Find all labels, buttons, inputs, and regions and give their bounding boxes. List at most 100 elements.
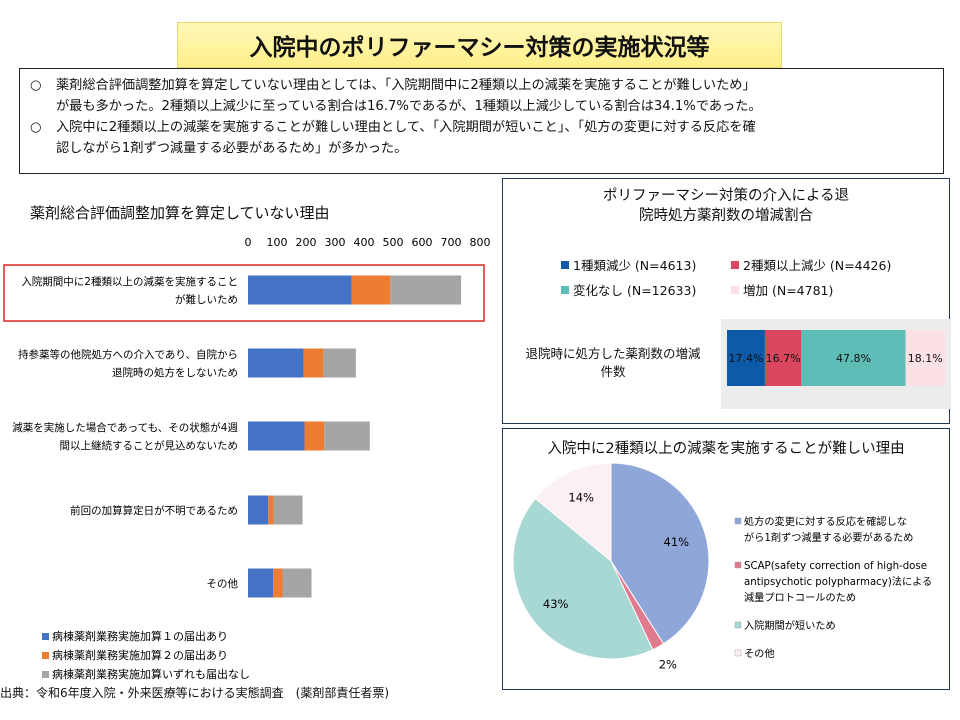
legend-label: 増加 (N=4781) [743, 283, 834, 298]
x-tick-label: 0 [245, 236, 252, 249]
x-tick-label: 200 [296, 236, 317, 249]
summary-line-3: 入院中に2種類以上の減薬を実施することが難しい理由として、「入院期間が短いこと」… [56, 120, 756, 135]
pie-slice [534, 462, 612, 563]
pie-data-label: 43% [543, 597, 569, 611]
bar-chart: 0 100 200 300 400 500 600 700 800 入院期間中に2種類以上の減薬を… [3, 236, 491, 681]
legend-swatch [42, 633, 49, 640]
bar-segment [304, 421, 325, 451]
x-tick-label: 700 [441, 236, 462, 249]
legend-swatch [42, 671, 49, 678]
category-label: 持参薬等の他院処方への介入であり、自院から [18, 348, 238, 361]
legend-label: 減量プロトコールのため [744, 591, 856, 604]
page-title-text: 入院中のポリファーマシー対策の実施状況等 [249, 35, 710, 61]
x-tick-label: 600 [412, 236, 433, 249]
legend-label: 処方の変更に対する反応を確認しな [744, 515, 907, 528]
bar-segment [351, 275, 391, 305]
polypharmacy-legend-item: 2種類以上減少 (N=4426) [731, 255, 891, 274]
pie-panel: 入院中に2種類以上の減薬を実施することが難しい理由 41% 2% 43% 14% 処方の… [502, 428, 950, 690]
legend-swatch [731, 260, 739, 269]
category-label: その他 [207, 577, 239, 590]
bar-segment [273, 568, 283, 598]
pie-data-label: 41% [664, 535, 690, 549]
pie-slice [610, 462, 710, 645]
polypharmacy-segment [727, 330, 765, 386]
polypharmacy-segment [905, 330, 945, 386]
legend-label: SCAP(safety correction of high-dose [744, 561, 927, 572]
bar-segment [248, 421, 305, 451]
bar-chart-title: 薬剤総合評価調整加算を算定していない理由 [30, 204, 330, 222]
legend-swatch [731, 285, 739, 294]
legend-label: antipsychotic polypharmacy)法による [744, 575, 932, 588]
corner-mask [902, 650, 948, 688]
summary-box: ○ 薬剤総合評価調整加算を算定していない理由としては、「入院期間中に2種類以上の減… [19, 68, 944, 174]
pie-chart: 41% 2% 43% 14% 処方の変更に対する反応を確認しながら1剤ずつ減量する必要が… [512, 462, 932, 671]
source-note: 出典：令和6年度入院・外来医療等における実態調査 (薬剤部責任者票) [0, 686, 390, 700]
polypharmacy-legend-item: 増加 (N=4781) [731, 280, 833, 299]
category-label: 間以上継続することが見込めないため [60, 439, 239, 452]
polypharmacy-data-label: 17.4% [728, 352, 763, 365]
x-tick-label: 400 [354, 236, 375, 249]
legend-swatch [561, 260, 569, 269]
bar-segment [248, 348, 304, 378]
bar-segment [390, 275, 462, 305]
x-tick-label: 100 [267, 236, 288, 249]
pie-title: 入院中に2種類以上の減薬を実施することが難しい理由 [547, 441, 905, 457]
polypharmacy-title-line-1: ポリファーマシー対策の介入による退 [602, 188, 850, 204]
summary-point-1: ○ 薬剤総合評価調整加算を算定していない理由としては、「入院期間中に2種類以上の減… [30, 75, 935, 117]
polypharmacy-segment [801, 330, 906, 386]
polypharmacy-legend-item: 1種類減少 (N=4613) [561, 255, 696, 274]
polypharmacy-bar: 17.4% 16.7% 47.8% 18.1% [721, 319, 951, 409]
bar-segment [273, 495, 303, 525]
bar-segment [248, 495, 269, 525]
bar-segment [282, 568, 312, 598]
x-tick-label: 800 [470, 236, 491, 249]
summary-line-4: 認しながら1剤ずつ減量する必要があるため」が多かった。 [56, 141, 408, 156]
legend-swatch [42, 652, 49, 659]
category-label: が難しいため [175, 293, 238, 306]
legend-swatch [734, 649, 742, 657]
polypharmacy-title-line-2: 院時処方薬剤数の増減割合 [639, 208, 813, 224]
category-label: 退院時の処方をしないため [112, 366, 238, 379]
legend-label: 病棟薬剤業務実施加算いずれも届出なし [52, 667, 250, 681]
category-label: 入院期間中に2種類以上の減薬を実施すること [21, 275, 238, 288]
polypharmacy-category-line-2: 件数 [600, 364, 626, 379]
polypharmacy-segment [764, 330, 802, 386]
legend-label: 2種類以上減少 (N=4426) [743, 258, 892, 273]
polypharmacy-legend-item: 変化なし (N=12633) [561, 280, 696, 299]
bar-segment [303, 348, 324, 378]
page-title: 入院中のポリファーマシー対策の実施状況等 [177, 22, 782, 68]
summary-line-2: が最も多かった。2種類以上減少に至っている割合は16.7%であるが、1種類以上減… [56, 99, 762, 114]
polypharmacy-data-label: 16.7% [766, 352, 801, 365]
legend-label: 病棟薬剤業務実施加算１の届出あり [52, 629, 228, 643]
bar-segment [268, 495, 274, 525]
x-tick-label: 300 [325, 236, 346, 249]
legend-label: その他 [744, 647, 775, 660]
category-label: 減薬を実施した場合であっても、その状態が4週 [12, 421, 238, 434]
bar-segment [248, 568, 274, 598]
legend-label: 1種類減少 (N=4613) [573, 258, 697, 273]
summary-line-1: 薬剤総合評価調整加算を算定していない理由としては、「入院期間中に2種類以上の減薬… [56, 78, 756, 93]
polypharmacy-data-label: 18.1% [908, 352, 943, 365]
legend-label: がら1剤ずつ減量する必要があるため [744, 531, 913, 544]
pie-slice [512, 497, 654, 660]
pie-data-label: 2% [659, 657, 677, 671]
polypharmacy-data-label: 47.8% [836, 352, 871, 365]
pie-data-label: 14% [568, 491, 594, 505]
polypharmacy-category-label: 退院時に処方した薬剤数の増減 件数 [507, 345, 719, 381]
legend-swatch [734, 621, 742, 629]
bar-segment [324, 421, 370, 451]
highlight-frame [3, 264, 485, 322]
bullet-circle-icon: ○ [30, 120, 42, 135]
polypharmacy-category-line-1: 退院時に処方した薬剤数の増減 [525, 346, 701, 361]
x-tick-label: 500 [383, 236, 404, 249]
summary-point-2: ○ 入院中に2種類以上の減薬を実施することが難しい理由として、「入院期間が短いこと… [30, 117, 935, 159]
bullet-circle-icon: ○ [30, 78, 42, 93]
legend-swatch [734, 517, 742, 525]
legend-swatch [561, 285, 569, 294]
polypharmacy-title: ポリファーマシー対策の介入による退 院時処方薬剤数の増減割合 [503, 186, 949, 226]
legend-label: 入院期間が短いため [744, 619, 836, 632]
bar-segment [248, 275, 352, 305]
legend-label: 変化なし (N=12633) [573, 283, 697, 298]
legend-label: 病棟薬剤業務実施加算２の届出あり [52, 648, 228, 662]
polypharmacy-panel: ポリファーマシー対策の介入による退 院時処方薬剤数の増減割合 1種類減少 (N=… [502, 178, 951, 424]
